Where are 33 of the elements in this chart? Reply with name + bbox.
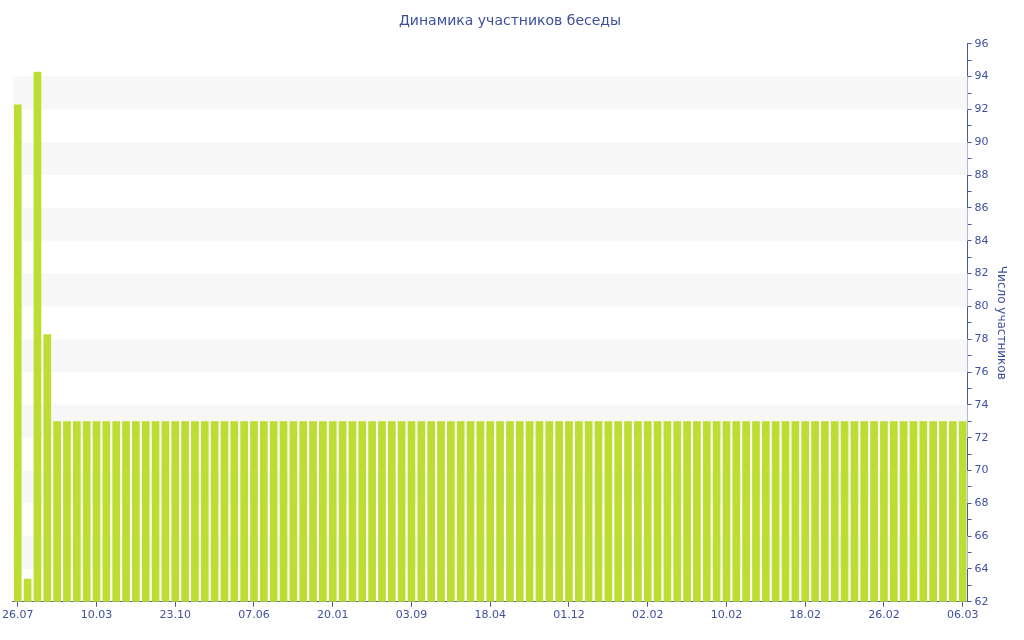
x-tick-label: 10.02 — [710, 608, 743, 622]
chart-title: Динамика участников беседы — [398, 12, 622, 29]
y-tick-label: 86 — [974, 200, 989, 214]
x-tick-label: 18.02 — [789, 608, 821, 622]
y-tick-label: 80 — [974, 299, 989, 313]
y-tick-label: 78 — [974, 332, 989, 346]
y-tick-label: 62 — [974, 594, 989, 608]
y-tick-label: 64 — [974, 561, 989, 575]
x-tick-label: 23.10 — [159, 608, 191, 622]
y-tick-label: 66 — [974, 529, 989, 543]
y-axis-title: Число участников — [994, 265, 1009, 380]
x-tick-label: 03.09 — [395, 608, 428, 622]
x-tick-label: 20.01 — [316, 608, 349, 622]
y-tick-label: 76 — [974, 364, 989, 378]
y-tick-label: 88 — [974, 167, 989, 181]
x-tick-label: 18.04 — [474, 608, 506, 622]
y-tick-label: 74 — [974, 397, 989, 411]
y-tick-label: 90 — [974, 135, 989, 149]
x-tick-label: 06.03 — [946, 608, 979, 622]
y-tick-label: 72 — [974, 430, 989, 444]
y-tick-label: 96 — [974, 36, 989, 50]
y-tick-label: 94 — [974, 69, 989, 83]
x-tick-label: 01.12 — [553, 608, 585, 622]
x-tick-label: 07.06 — [238, 608, 270, 622]
y-tick-label: 70 — [974, 463, 989, 477]
x-tick-label: 26.07 — [2, 608, 34, 622]
y-tick-label: 82 — [974, 266, 989, 280]
x-tick-label: 26.02 — [868, 608, 900, 622]
x-tick-label: 10.03 — [80, 608, 113, 622]
x-tick-label: 02.02 — [631, 608, 664, 622]
y-tick-label: 68 — [974, 496, 989, 510]
y-tick-label: 92 — [974, 102, 989, 116]
y-tick-label: 84 — [974, 233, 989, 247]
